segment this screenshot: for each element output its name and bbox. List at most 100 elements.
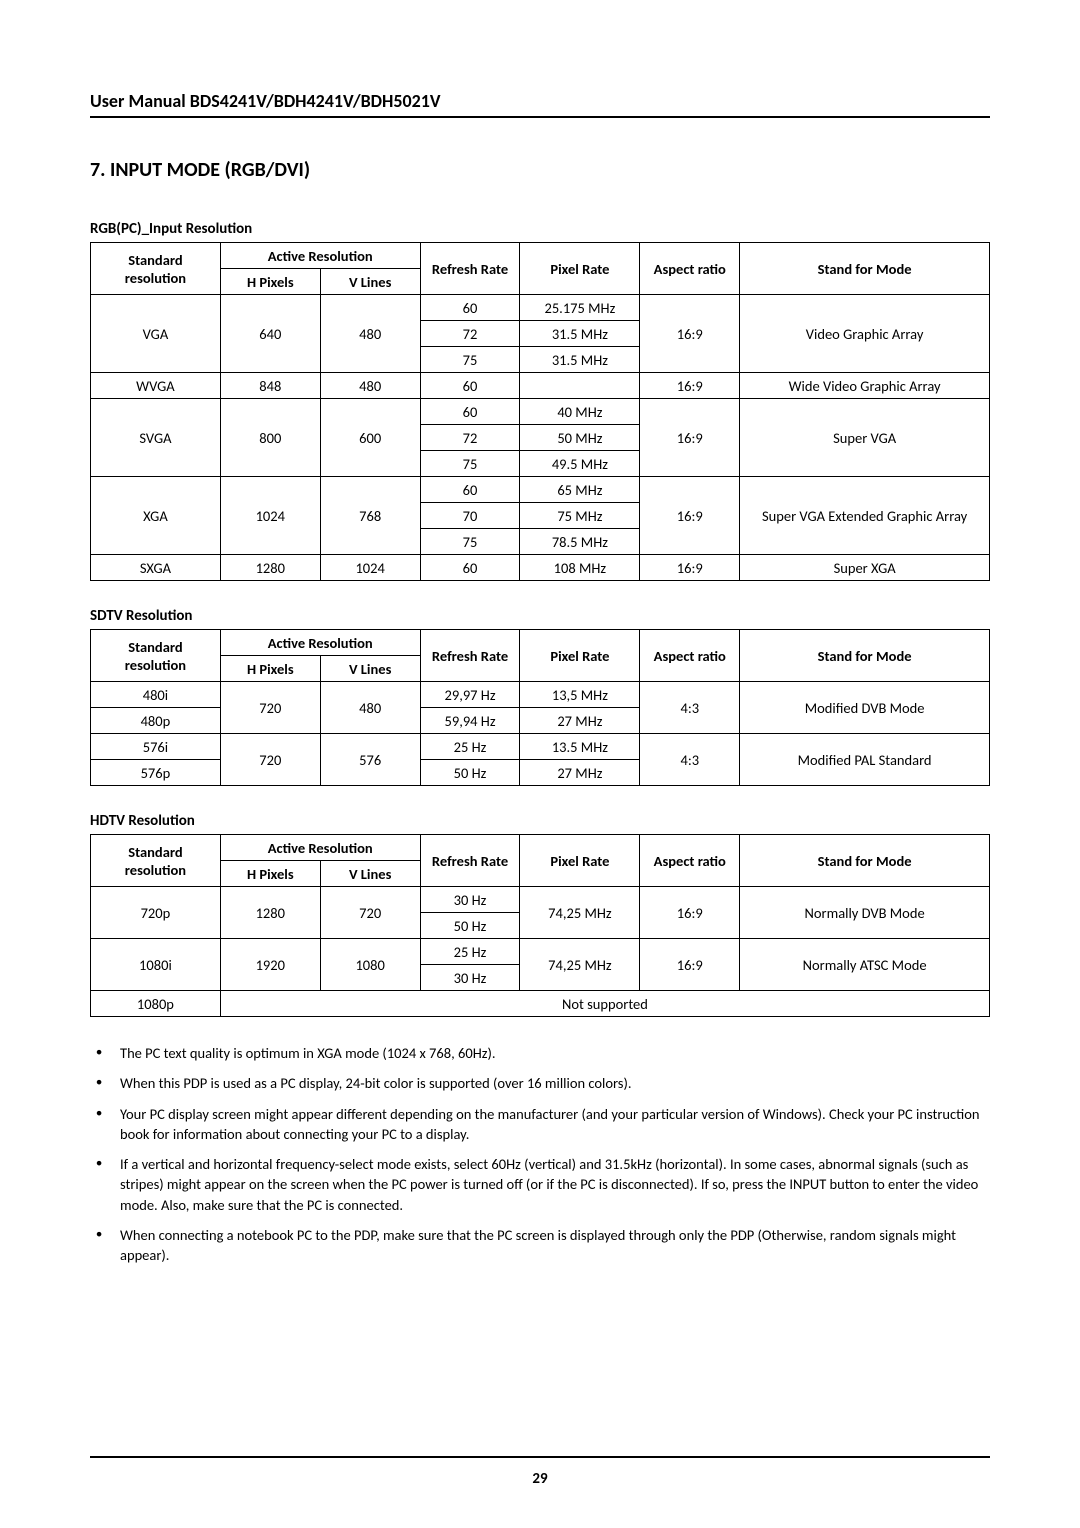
cell: 72 — [420, 321, 520, 347]
rgb-title: RGB(PC)_Input Resolution — [90, 220, 990, 238]
cell: 720p — [91, 887, 221, 939]
cell: 27 MHz — [520, 760, 640, 786]
cell: 480p — [91, 708, 221, 734]
cell: Normally ATSC Mode — [740, 939, 990, 991]
cell: 75 — [420, 529, 520, 555]
th-hpx: H Pixels — [220, 656, 320, 682]
th-vln: V Lines — [320, 861, 420, 887]
cell: 480 — [320, 373, 420, 399]
rgb-table: Standard resolution Active Resolution Re… — [90, 242, 990, 581]
cell: 576p — [91, 760, 221, 786]
cell — [520, 373, 640, 399]
cell: 75 MHz — [520, 503, 640, 529]
cell: 1920 — [220, 939, 320, 991]
cell: XGA — [91, 477, 221, 555]
notes-list: The PC text quality is optimum in XGA mo… — [90, 1043, 990, 1266]
cell: 31.5 MHz — [520, 347, 640, 373]
cell: SXGA — [91, 555, 221, 581]
cell: 16:9 — [640, 399, 740, 477]
note-item: When connecting a notebook PC to the PDP… — [120, 1225, 990, 1266]
cell: Wide Video Graphic Array — [740, 373, 990, 399]
cell: 49.5 MHz — [520, 451, 640, 477]
cell: 800 — [220, 399, 320, 477]
th-active: Active Resolution — [220, 243, 420, 269]
cell: 60 — [420, 477, 520, 503]
th-hpx: H Pixels — [220, 861, 320, 887]
cell: 60 — [420, 295, 520, 321]
th-mode: Stand for Mode — [740, 630, 990, 682]
th-aspect: Aspect ratio — [640, 243, 740, 295]
cell: 4:3 — [640, 682, 740, 734]
cell: 59,94 Hz — [420, 708, 520, 734]
cell: 1080i — [91, 939, 221, 991]
cell: 74,25 MHz — [520, 939, 640, 991]
cell: 50 Hz — [420, 913, 520, 939]
cell: 108 MHz — [520, 555, 640, 581]
note-item: If a vertical and horizontal frequency-s… — [120, 1154, 990, 1215]
cell: 4:3 — [640, 734, 740, 786]
cell: 60 — [420, 373, 520, 399]
cell: 31.5 MHz — [520, 321, 640, 347]
cell: 72 — [420, 425, 520, 451]
cell: 65 MHz — [520, 477, 640, 503]
cell: 480 — [320, 682, 420, 734]
cell: WVGA — [91, 373, 221, 399]
cell: 720 — [320, 887, 420, 939]
cell: Normally DVB Mode — [740, 887, 990, 939]
cell: 30 Hz — [420, 965, 520, 991]
cell: 30 Hz — [420, 887, 520, 913]
hdtv-title: HDTV Resolution — [90, 812, 990, 830]
cell: 1080p — [91, 991, 221, 1017]
cell: 576 — [320, 734, 420, 786]
cell: 13,5 MHz — [520, 682, 640, 708]
cell: 16:9 — [640, 373, 740, 399]
th-vln: V Lines — [320, 656, 420, 682]
cell: 1024 — [320, 555, 420, 581]
cell: 848 — [220, 373, 320, 399]
cell: Super VGA — [740, 399, 990, 477]
sdtv-table: Standard resolution Active Resolution Re… — [90, 629, 990, 786]
cell: 16:9 — [640, 939, 740, 991]
cell: Modified DVB Mode — [740, 682, 990, 734]
hdtv-table: Standard resolution Active Resolution Re… — [90, 834, 990, 1017]
doc-header: User Manual BDS4241V/BDH4241V/BDH5021V — [90, 90, 990, 116]
page-number: 29 — [0, 1470, 1080, 1488]
cell: 29,97 Hz — [420, 682, 520, 708]
footer-rule — [90, 1456, 990, 1458]
cell: 16:9 — [640, 295, 740, 373]
cell: 27 MHz — [520, 708, 640, 734]
th-std: Standard resolution — [91, 835, 221, 887]
cell: 40 MHz — [520, 399, 640, 425]
section-title: 7. INPUT MODE (RGB/DVI) — [90, 158, 990, 182]
cell: 1080 — [320, 939, 420, 991]
th-refresh: Refresh Rate — [420, 630, 520, 682]
th-std: Standard resolution — [91, 630, 221, 682]
cell: 1280 — [220, 887, 320, 939]
cell: 50 Hz — [420, 760, 520, 786]
cell: 480 — [320, 295, 420, 373]
th-aspect: Aspect ratio — [640, 835, 740, 887]
note-item: The PC text quality is optimum in XGA mo… — [120, 1043, 990, 1063]
th-active: Active Resolution — [220, 630, 420, 656]
cell: 16:9 — [640, 887, 740, 939]
cell: VGA — [91, 295, 221, 373]
cell: Not supported — [220, 991, 989, 1017]
th-pixel: Pixel Rate — [520, 630, 640, 682]
cell: 720 — [220, 682, 320, 734]
cell: Video Graphic Array — [740, 295, 990, 373]
cell: 70 — [420, 503, 520, 529]
th-hpx: H Pixels — [220, 269, 320, 295]
cell: 1280 — [220, 555, 320, 581]
cell: SVGA — [91, 399, 221, 477]
sdtv-title: SDTV Resolution — [90, 607, 990, 625]
th-pixel: Pixel Rate — [520, 835, 640, 887]
th-pixel: Pixel Rate — [520, 243, 640, 295]
cell: 16:9 — [640, 555, 740, 581]
cell: 13.5 MHz — [520, 734, 640, 760]
cell: 640 — [220, 295, 320, 373]
cell: 75 — [420, 451, 520, 477]
th-aspect: Aspect ratio — [640, 630, 740, 682]
cell: 720 — [220, 734, 320, 786]
th-mode: Stand for Mode — [740, 243, 990, 295]
cell: Modified PAL Standard — [740, 734, 990, 786]
